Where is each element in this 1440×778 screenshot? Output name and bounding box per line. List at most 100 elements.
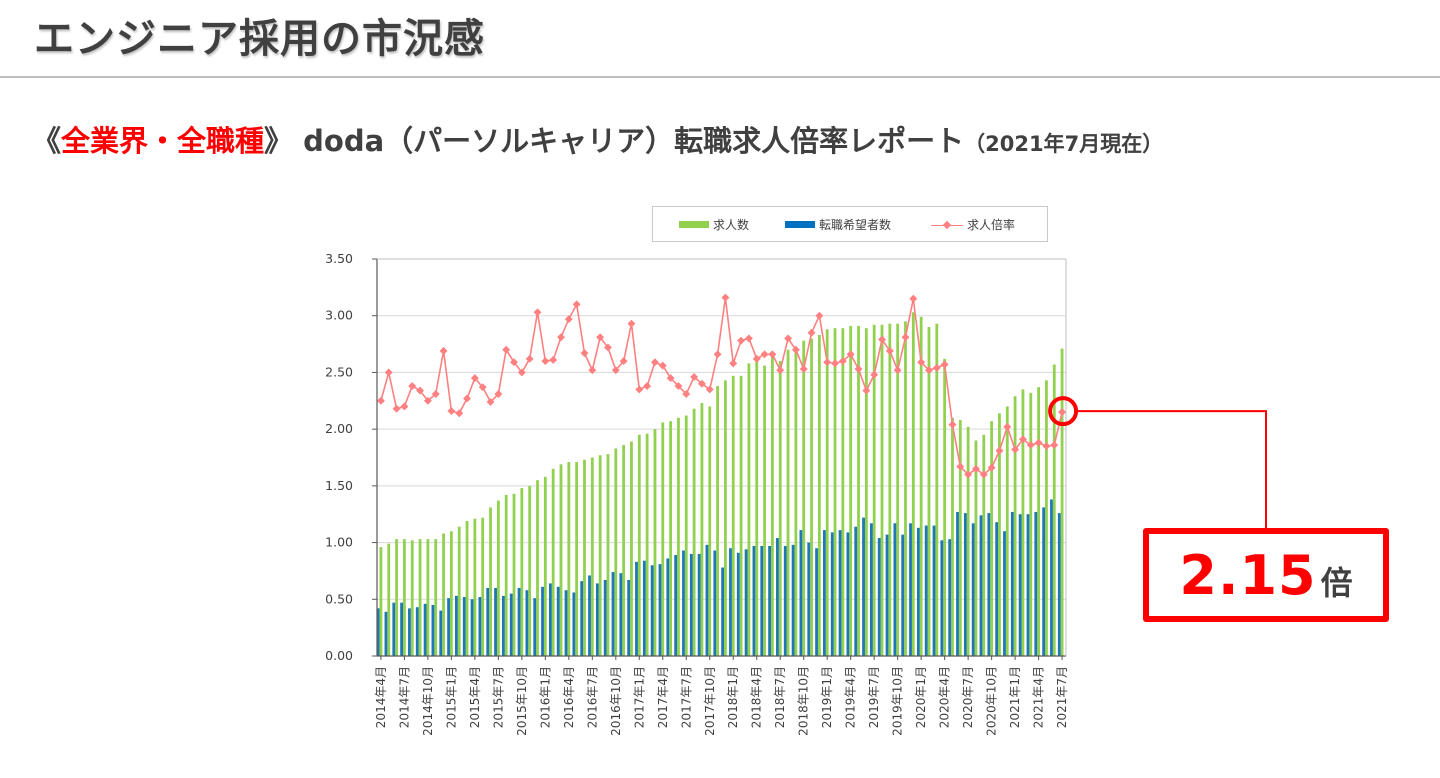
ratio-point (619, 357, 628, 366)
bar-job-seekers (924, 525, 928, 656)
ratio-point (721, 293, 730, 302)
gridlines (377, 315, 1066, 600)
bar-job-offers (684, 415, 688, 656)
callout-value: 2.15 (1179, 543, 1317, 607)
bar-job-seekers (533, 598, 537, 656)
bars (376, 312, 1064, 656)
bar-job-offers (559, 464, 563, 656)
x-tick-label: 2019年10月 (891, 666, 905, 736)
axes (376, 258, 1067, 657)
bar-job-offers (1005, 406, 1009, 656)
bar-job-offers (857, 325, 860, 656)
ratio-point (972, 464, 980, 473)
bar-job-seekers (682, 550, 685, 656)
legend-item-ratio: 求人倍率 (931, 216, 1015, 233)
legend-label-job-seekers: 転職希望者数 (819, 218, 892, 232)
ratio-point (486, 397, 495, 406)
bar-job-offers (630, 441, 633, 656)
x-tick-label: 2015年4月 (468, 666, 482, 728)
ratio-point (925, 366, 933, 375)
ratio-point (478, 383, 487, 392)
bar-job-offers (403, 539, 406, 656)
x-tick-label: 2020年4月 (938, 666, 952, 728)
bar-job-offers (700, 403, 704, 656)
bar-job-seekers (611, 572, 615, 656)
bar-job-seekers (995, 522, 999, 656)
ratio-point (815, 311, 824, 320)
ratio-point (940, 360, 949, 369)
x-tick-label: 2015年10月 (515, 666, 529, 736)
x-tick-label: 2019年7月 (867, 666, 881, 728)
legend-swatch-ratio (931, 219, 963, 231)
bar-job-offers (1045, 380, 1048, 656)
bar-job-seekers (384, 611, 388, 656)
x-tick-label: 2016年10月 (609, 666, 623, 736)
ratio-point (549, 355, 558, 364)
y-tick-label: 2.50 (325, 364, 353, 379)
bar-job-offers (379, 547, 383, 656)
bar-job-seekers (799, 530, 803, 656)
bar-job-offers (481, 517, 485, 656)
ratio-point (376, 396, 385, 405)
x-tick-label: 2017年1月 (632, 666, 646, 728)
legend-swatch-job-offers (679, 221, 709, 228)
bar-job-offers (802, 340, 806, 656)
bar-job-seekers (1050, 499, 1053, 656)
bar-job-offers (958, 420, 962, 656)
bar-job-seekers (595, 583, 599, 656)
ratio-point (760, 350, 769, 359)
ratio-point (893, 366, 902, 375)
x-tick-label: 2021年1月 (1008, 666, 1022, 728)
bar-job-offers (927, 327, 931, 656)
bar-job-offers (708, 406, 712, 656)
bar-job-seekers (916, 527, 920, 656)
bar-job-seekers (431, 604, 435, 656)
bar-job-offers (888, 323, 892, 656)
bar-job-offers (849, 325, 853, 656)
x-tick-label: 2014年7月 (397, 666, 411, 728)
chart-legend: 求人数 転職希望者数 求人倍率 (652, 206, 1048, 242)
bar-job-seekers (1018, 514, 1022, 656)
bar-job-offers (418, 539, 422, 656)
bar-job-offers (677, 417, 680, 656)
bar-job-offers (575, 462, 579, 656)
bar-job-offers (974, 440, 978, 656)
ratio-point (979, 470, 988, 479)
bar-job-offers (465, 521, 469, 656)
bar-job-offers (1021, 389, 1025, 656)
bar-job-offers (449, 531, 453, 656)
bar-job-seekers (525, 590, 529, 656)
bar-job-offers (825, 329, 829, 656)
ratio-point (627, 319, 636, 328)
x-tick-label: 2019年1月 (820, 666, 834, 728)
bar-job-seekers (877, 538, 881, 656)
bar-job-seekers (956, 511, 959, 656)
ratio-point (862, 386, 871, 395)
title-divider (0, 76, 1440, 78)
bar-job-seekers (509, 593, 513, 656)
ratio-point (557, 333, 565, 342)
bar-job-seekers (909, 523, 912, 656)
bar-job-offers (833, 328, 837, 656)
ratio-point (995, 446, 1004, 455)
bar-job-seekers (556, 586, 560, 656)
x-tick-label: 2015年1月 (444, 666, 458, 728)
bar-job-offers (457, 526, 461, 656)
x-tick-label: 2016年4月 (562, 666, 576, 728)
ratio-point (768, 350, 777, 359)
ratio-point (744, 334, 753, 343)
y-tick-label: 3.50 (325, 251, 353, 266)
bar-job-offers (473, 518, 477, 656)
ratio-point (1050, 441, 1059, 449)
y-tick-label: 3.00 (325, 308, 353, 323)
bar-job-seekers (940, 540, 944, 656)
bar-job-offers (496, 500, 500, 656)
ratio-point (705, 385, 714, 394)
bar-job-seekers (1026, 514, 1030, 656)
bar-job-offers (778, 361, 782, 656)
callout-circle (1048, 396, 1079, 427)
bar-job-seekers (901, 534, 905, 656)
ratio-point (799, 365, 808, 373)
bar-job-offers (426, 539, 430, 656)
